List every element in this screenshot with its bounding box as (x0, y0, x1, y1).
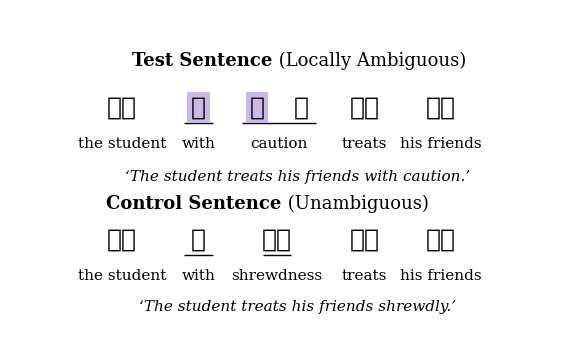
Text: ‘The student treats his friends with caution.’: ‘The student treats his friends with cau… (125, 170, 470, 184)
Text: 机: 机 (294, 96, 309, 119)
Text: his friends: his friends (400, 269, 482, 283)
Text: 处理: 处理 (350, 96, 380, 119)
Text: caution: caution (251, 136, 308, 151)
Text: (Locally Ambiguous): (Locally Ambiguous) (273, 52, 466, 70)
Text: 学生: 学生 (107, 228, 137, 252)
Text: treats: treats (342, 136, 387, 151)
Text: 留: 留 (191, 228, 206, 252)
Text: ‘The student treats his friends shrewdly.’: ‘The student treats his friends shrewdly… (139, 300, 456, 314)
Text: (Unambiguous): (Unambiguous) (281, 195, 429, 213)
Text: 处理: 处理 (350, 228, 380, 252)
Text: 友人: 友人 (426, 96, 456, 119)
Text: the student: the student (78, 136, 166, 151)
Text: 友人: 友人 (426, 228, 456, 252)
Text: 计谋: 计谋 (262, 228, 292, 252)
Text: 学生: 学生 (107, 96, 137, 119)
Text: Test Sentence: Test Sentence (132, 52, 273, 70)
Text: with: with (182, 136, 215, 151)
Text: 心: 心 (249, 96, 264, 119)
Text: the student: the student (78, 269, 166, 283)
Text: 留: 留 (191, 96, 206, 119)
Text: shrewdness: shrewdness (231, 269, 322, 283)
Text: his friends: his friends (400, 136, 482, 151)
Text: with: with (182, 269, 215, 283)
Text: treats: treats (342, 269, 387, 283)
Text: Control Sentence: Control Sentence (106, 195, 281, 213)
